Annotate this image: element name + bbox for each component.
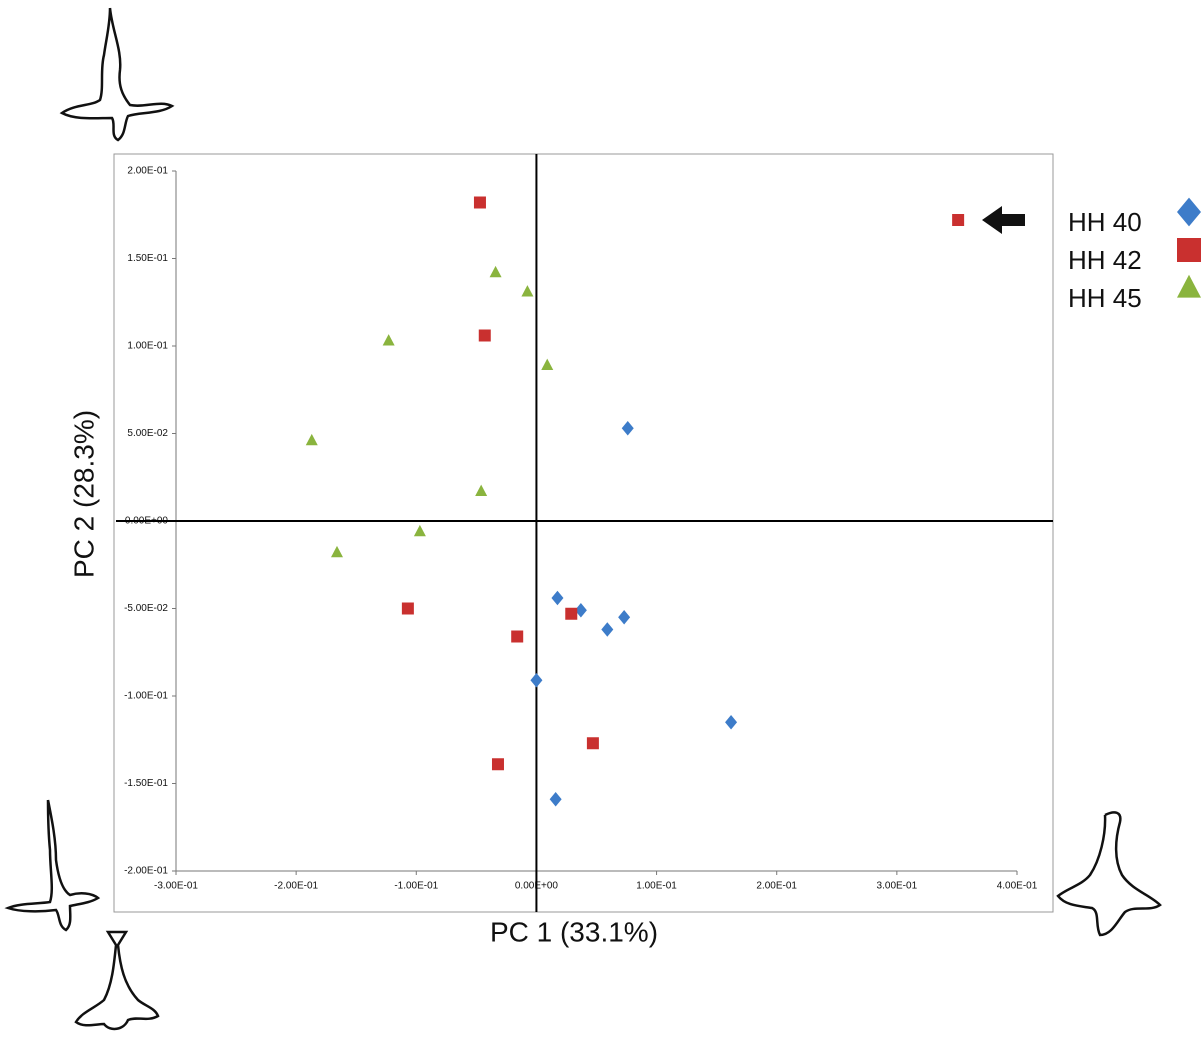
marker-square	[491, 758, 504, 771]
marker-diamond	[574, 603, 587, 618]
arrow	[982, 206, 1025, 234]
marker-triangle	[330, 545, 343, 558]
legend-label: HH 45	[1068, 283, 1142, 313]
marker-diamond	[725, 715, 738, 730]
marker-square	[565, 607, 578, 620]
marker-square	[401, 602, 414, 615]
y-tick-label: 1.50E-01	[127, 253, 168, 264]
y-tick-label: -2.00E-01	[124, 866, 168, 877]
marker-triangle	[382, 334, 395, 346]
marker-square	[586, 737, 599, 750]
marker-diamond	[530, 673, 543, 688]
y-tick-label: -5.00E-02	[124, 603, 168, 614]
plot-frame	[113, 153, 1054, 913]
x-tick-label: -2.00E-01	[274, 881, 318, 892]
legend-label: HH 42	[1068, 245, 1142, 275]
marker-diamond	[621, 421, 634, 436]
marker-triangle	[1177, 274, 1201, 298]
specimen-outlines	[4, 7, 1162, 1031]
marker-diamond	[549, 792, 562, 807]
marker-square	[1177, 238, 1201, 262]
marker-triangle	[541, 358, 554, 371]
marker-triangle	[413, 524, 426, 537]
marker-square	[473, 196, 486, 209]
marker-triangle	[489, 265, 502, 278]
x-tick-label: -3.00E-01	[154, 881, 198, 892]
x-tick-label: 1.00E-01	[636, 881, 677, 892]
y-tick-label: -1.50E-01	[124, 778, 168, 789]
marker-diamond	[1177, 197, 1201, 227]
y-tick-label: 1.00E-01	[127, 341, 168, 352]
marker-triangle	[475, 484, 488, 497]
y-tick-label: 5.00E-02	[127, 428, 168, 439]
y-tick-label: 2.00E-01	[127, 166, 168, 177]
x-tick-label: -1.00E-01	[394, 881, 438, 892]
x-axis-title: PC 1 (33.1%)	[490, 916, 658, 947]
marker-square	[511, 630, 524, 643]
marker-square	[478, 329, 491, 342]
marker-diamond	[601, 622, 614, 637]
x-tick-label: 2.00E-01	[756, 881, 797, 892]
marker-triangle	[305, 433, 318, 446]
x-tick-label: 3.00E-01	[877, 881, 918, 892]
marker-diamond	[551, 590, 564, 606]
y-axis-title: PC 2 (28.3%)	[68, 410, 99, 578]
marker-diamond	[618, 610, 631, 625]
x-tick-label: 4.00E-01	[997, 881, 1038, 892]
marker-triangle	[521, 285, 534, 297]
marker-square	[952, 214, 965, 226]
y-tick-label: -1.00E-01	[124, 691, 168, 702]
legend-label: HH 40	[1068, 207, 1142, 237]
